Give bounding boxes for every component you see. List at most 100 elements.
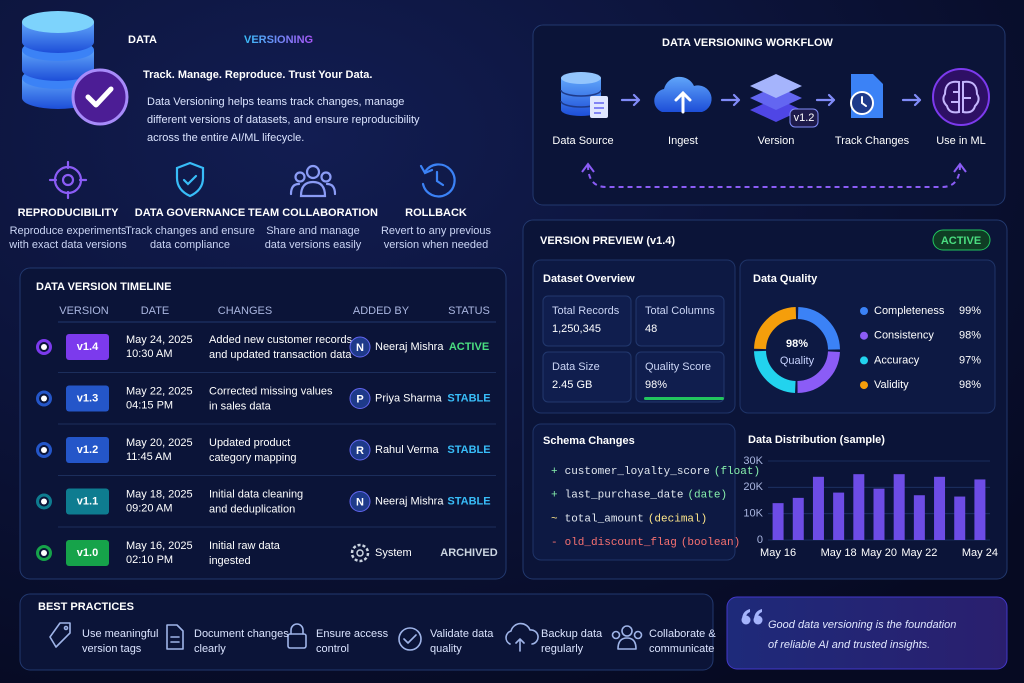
overview-title: Dataset Overview <box>543 273 635 285</box>
workflow-step: Use in ML <box>936 135 986 147</box>
column-header: STATUS <box>448 305 490 317</box>
practice-text: Use meaningful <box>82 628 158 640</box>
active-badge: ACTIVE <box>941 235 981 247</box>
schema-line: + customer_loyalty_score (float) <box>551 466 760 478</box>
practice-text: clearly <box>194 643 226 655</box>
practice-icons <box>166 624 184 650</box>
legend-dot <box>860 307 868 315</box>
donut-segment <box>754 307 797 350</box>
schema-field: old_discount_flag <box>565 537 677 549</box>
bar <box>873 488 885 540</box>
workflow-title: DATA VERSIONING WORKFLOW <box>662 37 834 49</box>
feature-icons <box>320 171 332 183</box>
date: May 20, 2025 <box>126 437 193 449</box>
change: Initial data cleaning <box>209 488 303 500</box>
workflow-icons <box>561 72 601 84</box>
header-icon <box>71 68 129 126</box>
legend-label: Validity <box>874 379 909 391</box>
bar <box>833 492 845 540</box>
donut-segment <box>797 307 840 350</box>
version-badge-bg <box>66 540 109 566</box>
schema-field: total_amount <box>565 513 644 525</box>
workflow-icons <box>581 162 967 173</box>
practice-icons <box>403 634 417 644</box>
timeline-dot-core <box>41 447 47 453</box>
avatar-initial: R <box>356 445 364 457</box>
feature-title: DATA GOVERNANCE <box>135 207 245 219</box>
time: 11:45 AM <box>126 451 172 463</box>
change: Updated product <box>209 437 290 449</box>
practice-icons <box>49 622 643 652</box>
version: v1.2 <box>77 444 98 456</box>
workflow-icons <box>587 164 961 188</box>
x-tick-label: May 18 <box>821 547 857 559</box>
y-tick-label: 20K <box>743 481 763 493</box>
schema-line: + last_purchase_date (date) <box>551 490 727 502</box>
active-badge-bg <box>932 229 991 251</box>
practice-icons <box>621 625 633 637</box>
avatar <box>349 439 371 461</box>
feature-description: version when needed <box>384 239 489 251</box>
schema-field: customer_loyalty_score <box>565 466 710 478</box>
schema-line: ~ total_amount (decimal) <box>551 513 707 525</box>
time: 10:30 AM <box>126 348 172 360</box>
title-accent: VERSIONING <box>244 34 313 46</box>
timeline-dot-core <box>41 344 47 350</box>
added-by: System <box>375 547 412 559</box>
feature-title: REPRODUCIBILITY <box>18 207 120 219</box>
feature-icons <box>289 180 337 198</box>
practice-icons <box>398 627 422 651</box>
quote-panel <box>726 596 1008 670</box>
workflow-icons <box>942 80 980 114</box>
quality-title: Data Quality <box>753 273 818 285</box>
workflow-step: Ingest <box>668 135 698 147</box>
date: May 24, 2025 <box>126 334 193 346</box>
legend-label: Accuracy <box>874 354 920 366</box>
version-badge-bg <box>66 488 109 515</box>
practice-text: version tags <box>82 643 142 655</box>
workflow-icons <box>750 74 802 98</box>
feature-icons <box>305 164 321 180</box>
bar <box>974 479 986 540</box>
status: STABLE <box>447 495 490 507</box>
workflow-icons <box>815 93 836 107</box>
schema-type: (decimal) <box>648 513 707 525</box>
feature-description: Reproduce experiments <box>10 225 127 237</box>
practice-text: Validate data <box>430 628 494 640</box>
change: category mapping <box>209 452 296 464</box>
x-tick-label: May 16 <box>760 547 796 559</box>
version-badge-bg <box>66 385 109 412</box>
quality-caption: Quality <box>780 355 815 367</box>
workflow-icons <box>620 93 641 107</box>
time: 04:15 PM <box>126 399 173 411</box>
date: May 16, 2025 <box>126 540 193 552</box>
legend-value: 99% <box>959 305 981 317</box>
description: across the entire AI/ML lifecycle. <box>147 132 304 144</box>
practice-text: Document changes <box>194 628 289 640</box>
legend-value: 98% <box>959 379 981 391</box>
feature-icons <box>48 160 456 200</box>
column-header: ADDED BY <box>353 305 410 317</box>
feature-icons <box>419 163 456 198</box>
feature-description: Track changes and ensure <box>125 225 255 237</box>
practice-icons <box>287 633 307 649</box>
legend-value: 98% <box>959 330 981 342</box>
donut-segment <box>754 350 796 393</box>
quote-mark <box>741 609 763 625</box>
card-value: 48 <box>645 323 657 335</box>
status: ACTIVE <box>449 341 489 353</box>
status: STABLE <box>447 444 490 456</box>
timeline-dot-core <box>41 498 47 505</box>
workflow-icons <box>594 102 604 114</box>
card <box>542 351 632 403</box>
practice-icons <box>49 622 71 648</box>
change: and updated transaction data <box>209 349 352 361</box>
schema-symbol: + <box>551 466 558 478</box>
workflow-icons <box>932 68 990 126</box>
date: May 22, 2025 <box>126 385 193 397</box>
legend-label: Consistency <box>874 330 934 342</box>
schema-symbol: ~ <box>551 513 558 525</box>
avatar <box>349 336 371 358</box>
version-badge-bg <box>66 334 109 360</box>
